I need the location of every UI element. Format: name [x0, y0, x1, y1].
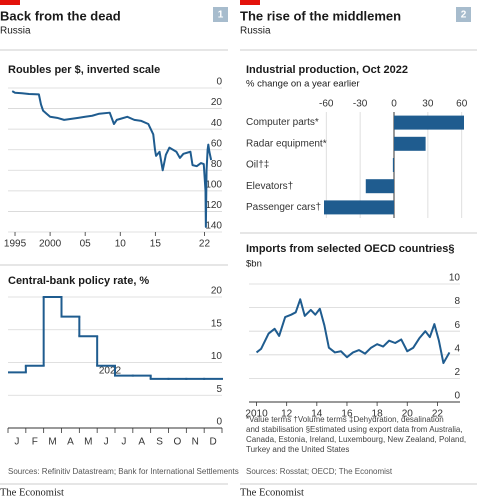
y-tick-label: 0 [454, 391, 460, 402]
y-tick-label: 15 [211, 318, 223, 329]
chart-title: Central-bank policy rate, % [8, 275, 149, 287]
panel-subtitle: Russia [0, 26, 31, 37]
data-line [11, 90, 213, 228]
x-tick-label: 20 [402, 409, 414, 420]
y-tick-label: 20 [211, 286, 223, 297]
x-tick-label: 2010 [245, 409, 268, 420]
x-tick-label: 22 [199, 239, 211, 250]
y-tick-label: 8 [454, 296, 460, 307]
chart-subtitle: % change on a year earlier [246, 79, 360, 90]
chart-subtitle: $bn [246, 259, 262, 270]
y-tick-label: 20 [211, 97, 223, 108]
y-tick-label: 100 [205, 179, 222, 190]
brand: The Economist [0, 487, 64, 498]
y-tick-label: 10 [211, 351, 223, 362]
y-tick-label: 10 [449, 273, 461, 284]
x-tick-label: 30 [422, 99, 434, 110]
category-label: Radar equipment* [246, 138, 327, 149]
bar [394, 115, 464, 130]
x-tick-label: 15 [150, 239, 162, 250]
x-tick-label: N [192, 437, 199, 448]
badge: 2 [461, 10, 467, 21]
footnote-line: *Value terms †Volume terms ‡Dehydration,… [246, 415, 444, 424]
footnote: *Value terms †Volume terms ‡Dehydration,… [246, 415, 466, 454]
footnote-line: and stabilisation §Estimated using expor… [246, 425, 463, 434]
y-tick-label: 0 [216, 417, 222, 428]
brand-bar [240, 0, 260, 5]
panel-title: The rise of the middlemen [240, 8, 401, 23]
footnote-line: Turkey and the United States [246, 445, 349, 454]
x-tick-label: J [104, 437, 109, 448]
brand: The Economist [240, 487, 304, 498]
x-tick-label: 16 [341, 409, 353, 420]
category-label: Computer parts* [246, 117, 319, 128]
chart-title: Roubles per $, inverted scale [8, 64, 160, 76]
x-tick-label: S [156, 437, 163, 448]
panel-subtitle: Russia [240, 26, 271, 37]
category-label: Oil†‡ [246, 160, 269, 171]
x-tick-label: O [174, 437, 182, 448]
x-tick-label: 12 [281, 409, 293, 420]
y-tick-label: 40 [211, 118, 223, 129]
source: Sources: Refinitiv Datastream; Bank for … [8, 467, 239, 476]
bar [392, 158, 394, 172]
x-tick-label: J [14, 437, 19, 448]
y-tick-label: 80 [211, 159, 223, 170]
y-tick-label: 0 [216, 77, 222, 88]
brand-bar [0, 0, 20, 5]
x-tick-label: 05 [80, 239, 92, 250]
badge: 1 [218, 10, 224, 21]
x-tick-label: J [121, 437, 126, 448]
x-tick-label: M [48, 437, 56, 448]
x-tick-label: D [209, 437, 216, 448]
y-tick-label: 4 [454, 343, 460, 354]
x-tick-label: 60 [456, 99, 468, 110]
badge-box [213, 7, 228, 22]
y-tick-label: 60 [211, 138, 223, 149]
x-tick-label: 0 [391, 99, 397, 110]
x-tick-label: A [67, 437, 74, 448]
x-axis-label: 2022 [99, 366, 122, 377]
bar [394, 136, 426, 151]
x-tick-label: F [32, 437, 38, 448]
x-tick-label: M [84, 437, 92, 448]
x-tick-label: 22 [432, 409, 444, 420]
y-tick-label: 6 [454, 320, 460, 331]
category-label: Passenger cars† [246, 202, 321, 213]
footnote-line: Canada, Estonia, Ireland, Luxembourg, Ne… [246, 435, 466, 444]
x-tick-label: A [138, 437, 145, 448]
chart-title: Imports from selected OECD countries§ [246, 243, 454, 255]
x-tick-label: -30 [353, 99, 368, 110]
bar [324, 200, 394, 215]
data-line [255, 298, 451, 365]
x-tick-label: 14 [311, 409, 323, 420]
y-tick-label: 5 [216, 384, 222, 395]
y-tick-label: 120 [205, 200, 222, 211]
panel-title: Back from the dead [0, 8, 121, 23]
y-tick-label: 2 [454, 367, 460, 378]
category-label: Elevators† [246, 181, 293, 192]
x-tick-label: 18 [372, 409, 384, 420]
x-tick-label: 10 [115, 239, 127, 250]
badge-box [456, 7, 471, 22]
x-tick-label: 1995 [4, 239, 27, 250]
source: Sources: Rosstat; OECD; The Economist [246, 467, 393, 476]
x-tick-label: 2000 [39, 239, 62, 250]
chart-title: Industrial production, Oct 2022 [246, 64, 408, 76]
x-tick-label: -60 [319, 99, 334, 110]
y-tick-label: 140 [205, 221, 222, 232]
bar [365, 179, 394, 194]
